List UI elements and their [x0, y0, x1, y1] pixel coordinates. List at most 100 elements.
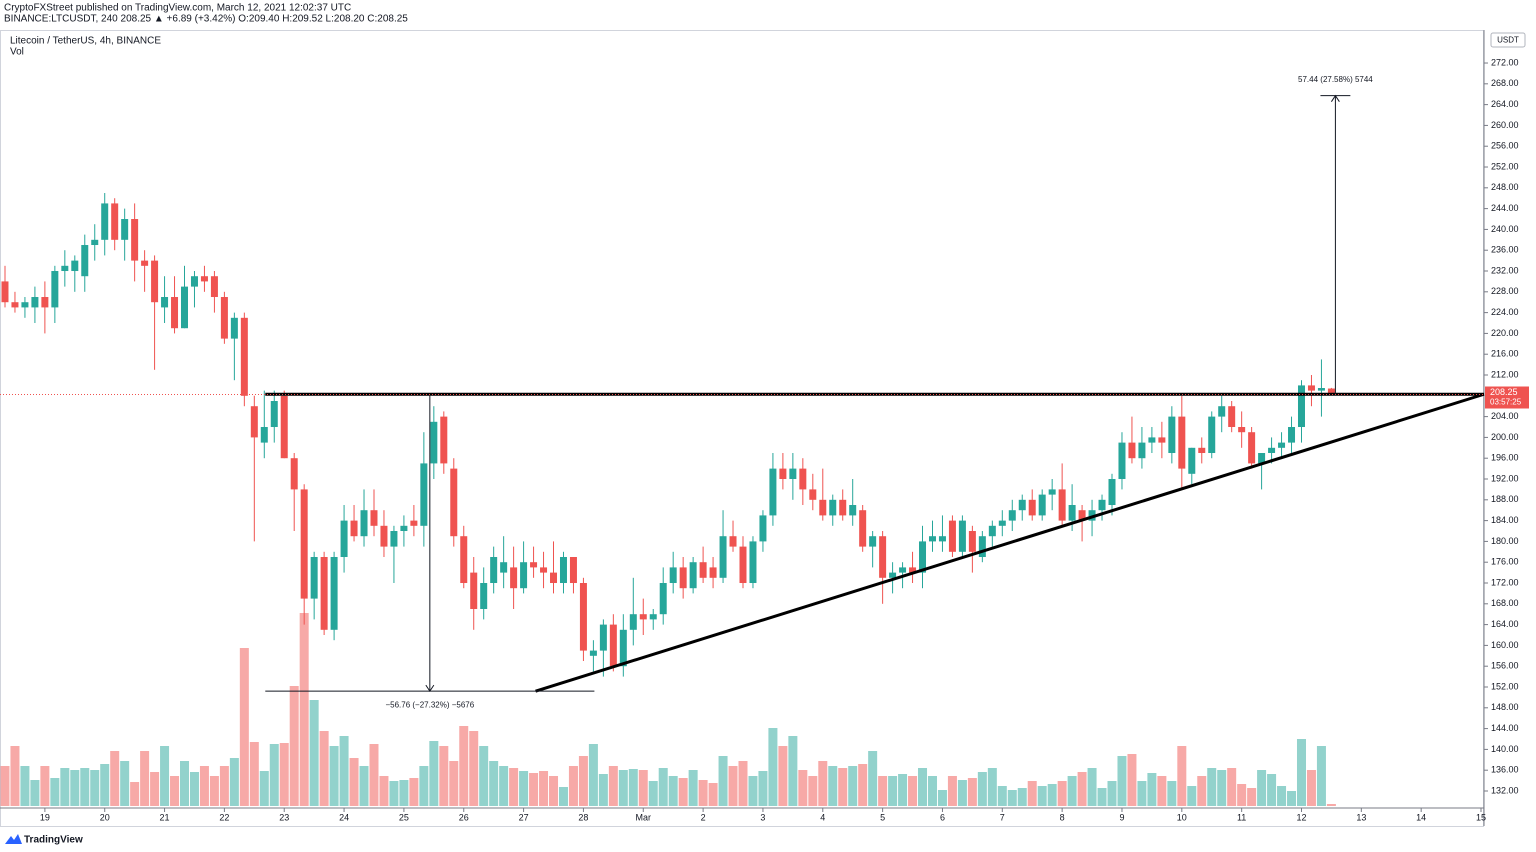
candle-body	[689, 562, 697, 589]
candle-body	[171, 297, 179, 329]
y-tick-label: 232.00	[1491, 265, 1519, 275]
candle-body	[131, 219, 139, 261]
candle-body	[1038, 494, 1046, 516]
candle-body	[220, 297, 228, 339]
candle-body	[899, 567, 907, 573]
y-tick-label: 132.00	[1491, 785, 1519, 795]
measure-label: 57.44 (27.58%) 5744	[1298, 75, 1373, 84]
candle-body	[111, 203, 119, 240]
volume-bar	[519, 771, 529, 806]
candle-body	[450, 468, 458, 537]
volume-bar	[399, 780, 409, 806]
volume-bar	[1007, 790, 1017, 806]
candle-body	[400, 525, 408, 532]
volume-bar	[908, 776, 918, 806]
measure-label: −56.76 (−27.32%) −5676	[385, 700, 474, 709]
candle-body	[909, 567, 917, 573]
candle-body	[599, 624, 607, 651]
candle-body	[789, 468, 797, 480]
candle-body	[699, 562, 707, 578]
volume-bar	[329, 746, 339, 806]
candle-body	[1028, 499, 1036, 516]
volume-bar	[818, 761, 828, 806]
candle-body	[370, 510, 378, 526]
volume-bar	[568, 766, 578, 806]
candle-body	[919, 541, 927, 573]
volume-bar	[479, 746, 489, 806]
candle-body	[859, 510, 867, 547]
candle-body	[480, 583, 488, 610]
candle-body	[260, 427, 268, 443]
y-tick-label: 180.00	[1491, 536, 1519, 546]
candle-body	[11, 302, 19, 308]
volume-bar	[598, 774, 608, 806]
candle-body	[410, 520, 418, 526]
volume-bar	[180, 761, 190, 806]
candle-body	[1317, 388, 1325, 391]
candle-body	[470, 572, 478, 610]
volume-bar	[1257, 770, 1267, 806]
candle-body	[729, 536, 737, 547]
candle-body	[1297, 385, 1305, 428]
volume-bar	[1187, 786, 1197, 806]
y-tick-label: 200.00	[1491, 432, 1519, 442]
y-tick-label: 140.00	[1491, 744, 1519, 754]
candle-body	[679, 567, 687, 589]
logo-text: TradingView	[24, 835, 83, 846]
y-tick-label: 148.00	[1491, 702, 1519, 712]
candle-body	[978, 536, 986, 558]
candle-body	[889, 572, 897, 578]
volume-bar	[259, 771, 269, 806]
candle-body	[649, 614, 657, 620]
volume-bar	[708, 783, 718, 806]
x-tick-label: 28	[578, 812, 588, 822]
volume-bar	[389, 781, 399, 806]
volume-bar	[1247, 788, 1257, 806]
volume-bar	[638, 770, 648, 806]
volume-bar	[768, 728, 778, 806]
y-tick-label: 144.00	[1491, 723, 1519, 733]
volume-bar	[459, 726, 469, 806]
candle-body	[280, 395, 288, 459]
candle-body	[200, 276, 208, 282]
candle-body	[958, 520, 966, 552]
volume-bar	[549, 776, 559, 806]
x-tick-label: 23	[279, 812, 289, 822]
candle-body	[540, 567, 548, 573]
candle-body	[839, 499, 847, 516]
candle-body	[161, 297, 169, 308]
volume-bar	[30, 780, 40, 806]
volume-bar	[319, 731, 329, 806]
candle-body	[799, 468, 807, 490]
volume-bar	[1277, 786, 1287, 806]
candle-body	[829, 499, 837, 516]
volume-bar	[888, 776, 898, 806]
x-tick-label: 25	[399, 812, 409, 822]
volume-bar	[160, 746, 170, 806]
y-tick-label: 220.00	[1491, 328, 1519, 338]
candle-body	[779, 468, 787, 480]
candle-body	[948, 520, 956, 552]
candle-body	[1068, 505, 1076, 521]
volume-bar	[588, 744, 598, 806]
volume-bar	[628, 769, 638, 806]
candle-body	[1278, 442, 1286, 448]
y-tick-label: 176.00	[1491, 557, 1519, 567]
volume-bar	[1157, 776, 1167, 806]
x-tick-label: 19	[40, 812, 50, 822]
volume-bar	[1117, 756, 1127, 806]
candle-body	[1138, 442, 1146, 459]
volume-bar	[1207, 768, 1217, 806]
candle-body	[440, 416, 448, 464]
candle-body	[1118, 442, 1126, 480]
candle-body	[350, 520, 358, 537]
volume-bar	[279, 743, 289, 806]
candle-body	[210, 276, 218, 298]
volume-bar	[90, 770, 100, 806]
candle-body	[739, 546, 747, 584]
plot-layer: 132.00 136.00 140.00 144.00 148.00 152.00 156.…	[0, 57, 1519, 822]
candle-body	[181, 286, 189, 329]
countdown: 03:57:25	[1490, 398, 1522, 407]
